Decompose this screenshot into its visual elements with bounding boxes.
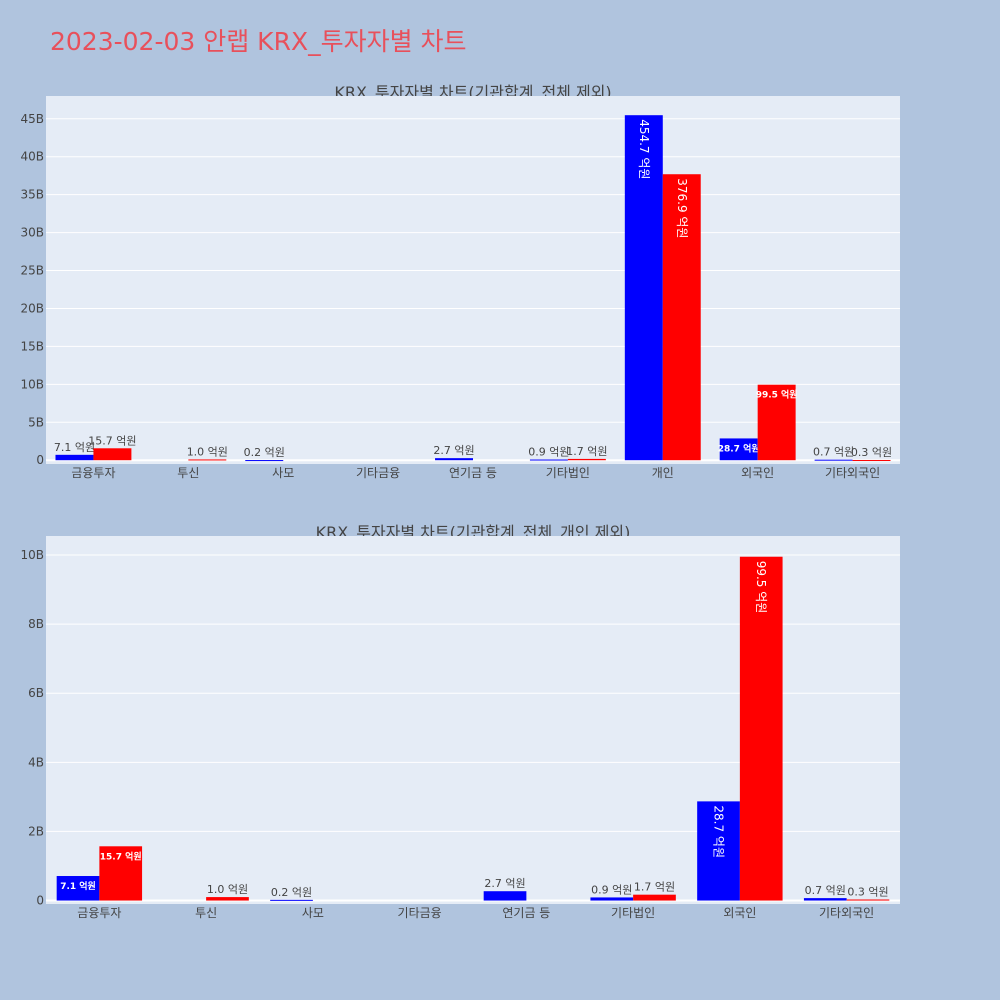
y-tick-label: 20B (20, 301, 44, 315)
data-label: 2.7 억원 (433, 444, 474, 457)
bar (206, 897, 249, 901)
x-tick-label: 기타법인 (611, 906, 655, 920)
x-tick-label: 기타외국인 (819, 906, 874, 920)
data-label: 15.7 억원 (100, 850, 142, 862)
y-tick-label: 5B (28, 415, 44, 429)
bar (99, 846, 143, 901)
y-tick-label: 10B (20, 548, 44, 562)
y-tick-label: 15B (20, 339, 44, 353)
x-tick-label: 개인 (652, 466, 674, 480)
bar (188, 459, 227, 461)
data-label: 28.7 억원 (718, 442, 760, 454)
data-label: 0.2 억원 (244, 446, 285, 459)
data-label: 0.2 억원 (271, 886, 312, 899)
bar (852, 459, 891, 461)
bar (739, 556, 783, 901)
x-tick-label: 금융투자 (71, 466, 115, 480)
bar (757, 384, 796, 461)
x-tick-label: 기타금융 (398, 906, 442, 920)
bar (567, 458, 606, 461)
bar (529, 459, 568, 461)
x-tick-label: 기타금융 (356, 466, 400, 480)
y-tick-label: 35B (20, 188, 44, 202)
data-label: 1.7 억원 (566, 445, 607, 458)
bar (662, 174, 701, 461)
data-label: 1.0 억원 (187, 445, 228, 458)
bar-chart-top: 0 5B 10B 15B 20B 25B 30B 35B 40B 45B 금융투자 7.1 억원15.… (20, 96, 900, 480)
x-tick-label: 사모 (302, 906, 324, 920)
x-tick-label: 기타법인 (546, 466, 590, 480)
bar (697, 801, 740, 901)
bar (55, 454, 94, 461)
bar (590, 897, 634, 901)
bar (633, 894, 676, 901)
x-tick-label: 기타외국인 (825, 466, 880, 480)
bar (624, 115, 663, 461)
y-tick-label: 10B (20, 377, 44, 391)
bar (93, 448, 132, 461)
x-tick-label: 금융투자 (77, 906, 121, 920)
data-label: 0.7 억원 (813, 446, 854, 459)
data-label: 0.3 억원 (851, 446, 892, 459)
bar (719, 438, 758, 461)
x-tick-label: 외국인 (723, 906, 756, 920)
data-label: 0.9 억원 (528, 446, 569, 459)
x-tick-label: 사모 (272, 466, 294, 480)
y-tick-label: 2B (28, 824, 44, 838)
y-tick-label: 8B (28, 617, 44, 631)
data-label: 376.9 억원 (675, 178, 689, 238)
data-label: 99.5 억원 (756, 389, 798, 401)
data-label: 0.3 억원 (847, 886, 888, 899)
y-tick-label: 25B (20, 264, 44, 278)
page-title: 2023-02-03 안랩 KRX_투자자별 차트 (50, 27, 467, 56)
data-label: 0.7 억원 (805, 884, 846, 897)
data-label: 15.7 억원 (88, 434, 136, 447)
data-label: 0.9 억원 (591, 883, 632, 896)
data-label: 7.1 억원 (54, 441, 95, 454)
data-label: 28.7 억원 (712, 805, 726, 858)
data-label: 454.7 억원 (637, 119, 651, 179)
bar (56, 876, 100, 901)
data-label: 1.0 억원 (207, 883, 248, 896)
y-tick-label: 40B (20, 150, 44, 164)
y-tick-label: 30B (20, 226, 44, 240)
data-label: 7.1 억원 (60, 880, 96, 892)
data-label: 99.5 억원 (754, 561, 768, 614)
bar (803, 898, 847, 901)
bar (814, 459, 853, 461)
y-tick-label: 45B (20, 112, 44, 126)
bar (435, 458, 473, 461)
y-tick-label: 0 (36, 894, 44, 908)
y-tick-label: 6B (28, 686, 44, 700)
bar (245, 460, 284, 462)
x-tick-label: 연기금 등 (502, 906, 550, 920)
y-tick-label: 4B (28, 755, 44, 769)
bar (270, 899, 313, 901)
data-label: 2.7 억원 (484, 877, 525, 890)
bar (483, 891, 527, 901)
x-tick-label: 투신 (177, 466, 199, 480)
x-tick-label: 연기금 등 (449, 466, 497, 480)
y-tick-label: 0 (36, 453, 44, 467)
x-tick-label: 외국인 (741, 466, 774, 480)
data-label: 1.7 억원 (634, 881, 675, 894)
bar (846, 899, 890, 901)
x-tick-label: 투신 (195, 906, 217, 920)
